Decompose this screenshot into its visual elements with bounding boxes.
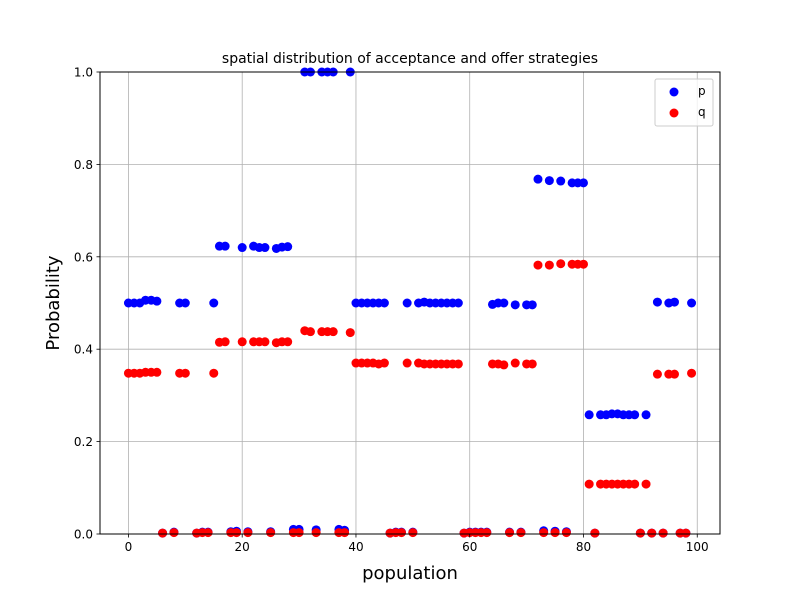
point-q [578,259,588,269]
point-p [283,242,293,252]
point-p [533,174,543,184]
point-p [641,410,651,420]
point-q [499,360,509,370]
y-tick-label: 1.0 [74,66,93,80]
legend-label-p: p [698,84,706,98]
point-q [505,528,515,538]
point-p [652,297,662,307]
x-tick-label: 20 [235,540,250,554]
point-p [527,300,537,310]
point-q [237,337,247,347]
point-q [260,337,270,347]
legend: p q [654,78,714,127]
point-p [584,410,594,420]
x-tick-label: 100 [686,540,709,554]
point-q [630,479,640,489]
point-q [561,528,571,538]
point-q [539,528,549,538]
point-q [328,327,338,337]
y-tick-label: 0.2 [74,435,93,449]
point-q [345,328,355,338]
point-q [379,358,389,368]
point-q [658,528,668,538]
point-q [169,528,179,538]
point-q [402,358,412,368]
point-q [203,528,213,538]
y-tick-label: 0.6 [74,250,93,264]
point-p [453,298,463,308]
point-q [340,528,350,538]
y-tick-label: 0.8 [74,158,93,172]
point-q [396,528,406,538]
point-p [556,176,566,186]
point-q [158,528,168,538]
point-q [510,358,520,368]
point-q [516,528,526,538]
point-q [266,528,276,538]
y-tick-label: 0.4 [74,343,93,357]
point-q [311,528,321,538]
point-p [499,298,509,308]
data-points [123,67,697,538]
point-q [635,528,645,538]
point-q [180,368,190,378]
point-p [544,176,554,186]
point-q [556,259,566,269]
point-q [152,367,162,377]
point-p [237,243,247,253]
point-q [482,528,492,538]
point-p [209,298,219,308]
point-p [180,298,190,308]
x-axis-title: population [362,563,458,584]
point-p [220,241,230,251]
point-q [220,337,230,347]
point-p [669,297,679,307]
point-q [681,528,691,538]
point-q [647,528,657,538]
x-tick-label: 60 [462,540,477,554]
legend-box [654,78,714,127]
point-q [687,368,697,378]
point-q [669,369,679,379]
point-q [533,260,543,270]
point-q [652,369,662,379]
axis-ticks: 0 20 40 60 80 100 0.0 0.2 0.4 0.6 0.8 1.0 [74,66,709,555]
legend-label-q: q [698,105,706,119]
chart-title: spatial distribution of acceptance and o… [222,51,598,67]
legend-marker-p [669,87,679,97]
point-q [209,368,219,378]
point-q [408,528,418,538]
x-tick-label: 80 [576,540,591,554]
point-q [641,479,651,489]
point-q [294,528,304,538]
point-q [550,528,560,538]
point-q [243,528,253,538]
point-p [260,243,270,253]
point-q [590,528,600,538]
point-q [453,359,463,369]
point-p [152,296,162,306]
plot-frame [99,71,721,535]
point-q [527,359,537,369]
x-tick-label: 40 [348,540,363,554]
point-q [232,528,242,538]
point-q [544,260,554,270]
point-p [578,178,588,188]
point-q [283,337,293,347]
y-axis-title: Probability [43,255,64,350]
point-p [687,298,697,308]
point-p [630,410,640,420]
x-tick-label: 0 [125,540,133,554]
point-p [379,298,389,308]
point-q [584,479,594,489]
legend-marker-q [669,108,679,118]
point-q [305,327,315,337]
y-tick-label: 0.0 [74,528,93,542]
point-p [510,300,520,310]
point-p [402,298,412,308]
